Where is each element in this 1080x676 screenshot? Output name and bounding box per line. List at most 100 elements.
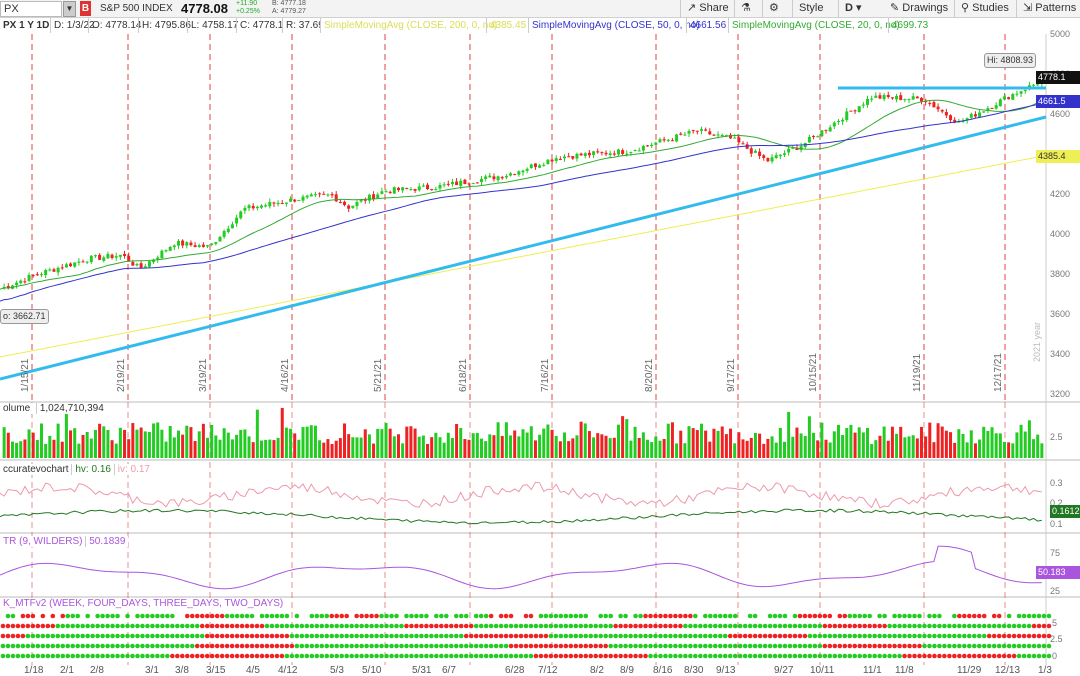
- mtf-dot: [204, 613, 210, 619]
- volume-bar: [953, 442, 957, 458]
- studies-button[interactable]: ⚲ Studies: [954, 0, 1016, 18]
- candle: [795, 147, 799, 150]
- mtf-dot: [424, 653, 429, 659]
- mtf-dot: [20, 633, 26, 639]
- candle: [836, 120, 840, 122]
- volume-bar: [251, 442, 255, 458]
- mtf-dot: [717, 613, 723, 619]
- mtf-dot: [339, 613, 345, 619]
- mtf-dot: [458, 623, 464, 629]
- settings-button[interactable]: ⚙: [762, 0, 792, 18]
- volume-bar: [93, 429, 97, 458]
- mtf-dot: [85, 613, 90, 619]
- mtf-dot: [274, 633, 280, 639]
- mtf-dot: [439, 653, 444, 659]
- volume-bar: [44, 443, 48, 458]
- chevron-down-icon[interactable]: ▼: [63, 1, 76, 17]
- mtf-dot: [309, 613, 315, 619]
- mtf-dot: [424, 633, 429, 639]
- candle: [866, 98, 870, 105]
- mtf-dot: [354, 653, 359, 659]
- mtf-dot: [553, 643, 559, 649]
- mtf-dot: [807, 613, 813, 619]
- candle: [284, 202, 288, 204]
- mtf-dot: [369, 623, 374, 629]
- mtf-dot: [912, 633, 917, 639]
- mtf-dot: [678, 633, 683, 639]
- mtf-dot: [239, 633, 245, 639]
- mtf-dot: [214, 623, 220, 629]
- share-button[interactable]: ↗ Share: [680, 0, 734, 18]
- mtf-dot: [5, 643, 11, 649]
- mtf-dot: [877, 643, 882, 649]
- bookmark-icon[interactable]: B: [80, 1, 91, 16]
- flask-button[interactable]: ⚗: [734, 0, 762, 18]
- mtf-dot: [543, 653, 549, 659]
- patterns-button[interactable]: ⇲ Patterns: [1016, 0, 1080, 18]
- candle: [724, 135, 728, 137]
- volume-bar: [272, 440, 276, 458]
- mtf-dot: [70, 623, 76, 629]
- mtf-dot: [986, 633, 992, 639]
- candle: [729, 134, 733, 139]
- mtf-dot: [862, 623, 868, 629]
- sma50-label[interactable]: SimpleMovingAvg (CLOSE, 50, 0, no): [528, 18, 703, 33]
- sma50-line: [0, 103, 1042, 302]
- candle: [749, 148, 753, 154]
- drawings-button[interactable]: ✎ Drawings: [890, 2, 949, 14]
- mtf-dot: [194, 633, 200, 639]
- candle: [994, 105, 998, 109]
- mtf-dot: [170, 633, 175, 639]
- sma200-tag: 4385.4: [1036, 150, 1080, 163]
- volume-bar: [969, 430, 973, 458]
- symbol-period[interactable]: PX 1 Y 1D: [3, 20, 50, 31]
- mtf-dot: [772, 613, 778, 619]
- mtf-dot: [877, 623, 882, 629]
- mtf-dot: [130, 623, 135, 629]
- volume-bar: [189, 427, 193, 458]
- period-button[interactable]: D ▾: [838, 0, 898, 18]
- mtf-dot: [359, 623, 364, 629]
- mtf-dot: [344, 653, 349, 659]
- mtf-dot: [70, 643, 76, 649]
- mtf-tick: 5: [1052, 618, 1058, 628]
- volume-bar: [637, 437, 641, 458]
- mtf-dot: [434, 623, 439, 629]
- mtf-dot: [668, 653, 673, 659]
- candle: [658, 139, 662, 143]
- symbol-input[interactable]: PX: [0, 1, 62, 17]
- mtf-dot: [563, 643, 569, 649]
- mtf-dot: [543, 623, 549, 629]
- mtf-dot: [100, 613, 105, 619]
- mtf-dot: [568, 623, 574, 629]
- mtf-dot: [100, 633, 105, 639]
- style-button[interactable]: Style: [792, 0, 838, 18]
- volume-bar: [1019, 424, 1023, 458]
- mtf-dot: [613, 633, 618, 639]
- mtf-dot: [628, 653, 633, 659]
- volume-bar: [52, 439, 56, 458]
- mtf-dot: [837, 623, 843, 629]
- candle: [98, 254, 102, 260]
- mtf-dot: [583, 633, 589, 639]
- volume-bar: [230, 439, 234, 458]
- date-tick: 6/28: [505, 665, 525, 676]
- mtf-dot: [633, 653, 638, 659]
- sma200-label[interactable]: SimpleMovingAvg (CLOSE, 200, 0, no): [320, 18, 501, 33]
- candle: [276, 202, 280, 205]
- sma20-label[interactable]: SimpleMovingAvg (CLOSE, 20, 0, no): [728, 18, 903, 33]
- candle: [484, 176, 488, 179]
- bar-high: H: 4795.86: [138, 18, 194, 33]
- mtf-dot: [857, 623, 863, 629]
- candle: [417, 186, 421, 191]
- date-tick: 3/8: [175, 665, 189, 676]
- hv-tick: 0.3: [1050, 478, 1063, 488]
- mtf-dot: [608, 643, 613, 649]
- mtf-dot: [832, 623, 838, 629]
- atr-tick: 75: [1050, 548, 1061, 558]
- mtf-dot: [727, 623, 733, 629]
- volume-bar: [940, 426, 944, 458]
- mtf-dot: [194, 643, 200, 649]
- mtf-dot: [354, 623, 359, 629]
